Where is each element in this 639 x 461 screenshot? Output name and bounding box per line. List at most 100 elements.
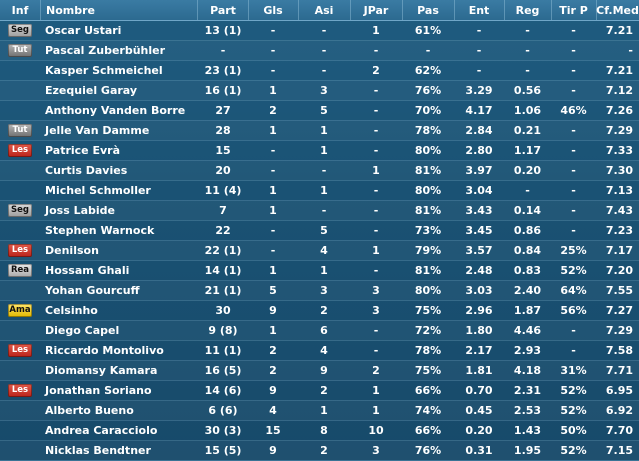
ent-value: - (476, 23, 482, 37)
tirp-value: - (571, 343, 576, 357)
table-row[interactable]: Seg Joss Labide 7 1 - - 81% 3.43 0.14 - 7.43 (0, 200, 639, 221)
status-badge[interactable]: Les (8, 143, 32, 157)
column-header-cfmed[interactable]: Cf.Med (596, 3, 639, 17)
table-row[interactable]: Tut Pascal Zuberbühler - - - - - - - - - (0, 40, 639, 61)
column-header-reg[interactable]: Reg (504, 0, 552, 20)
asi-value: 5 (320, 223, 328, 237)
part-value: 16 (1) (204, 83, 242, 97)
gls-value: - (270, 23, 276, 37)
table-row[interactable]: Ezequiel Garay 16 (1) 1 3 - 76% 3.29 0.56 - 7.12 (0, 80, 639, 101)
gls-value: 9 (269, 443, 277, 457)
pas-value: 66% (414, 423, 442, 437)
reg-value: 1.43 (513, 423, 542, 437)
column-header-jpar[interactable]: JPar (350, 0, 403, 20)
table-row[interactable]: Curtis Davies 20 - - 1 81% 3.97 0.20 - 7.30 (0, 160, 639, 181)
inf-cell: Les (0, 140, 40, 160)
status-badge[interactable]: Les (8, 383, 32, 397)
cfmed-value: 7.71 (605, 363, 633, 377)
table-row[interactable]: Rea Hossam Ghali 14 (1) 1 1 - 81% 2.48 0.83 52% 7.… (0, 260, 639, 281)
table-header: Inf Nombre Part Gls Asi JPar Pas Ent Reg… (0, 0, 639, 21)
inf-cell (0, 160, 40, 180)
player-name: Riccardo Montolivo (45, 343, 164, 357)
column-header-part[interactable]: Part (198, 0, 249, 20)
reg-value: - (525, 183, 530, 197)
table-row[interactable]: Alberto Bueno 6 (6) 4 1 1 74% 0.45 2.53 52% 6.92 (0, 400, 639, 421)
gls-value: 2 (269, 343, 277, 357)
asi-value: 6 (320, 323, 328, 337)
cfmed-value: 7.12 (605, 83, 633, 97)
ent-value: 3.57 (465, 243, 493, 257)
table-row[interactable]: Les Jonathan Soriano 14 (6) 9 2 1 66% 0.70 2.31 5… (0, 380, 639, 401)
table-row[interactable]: Anthony Vanden Borre 27 2 5 - 70% 4.17 1.06 46% 7… (0, 100, 639, 121)
part-value: 21 (1) (204, 283, 242, 297)
column-header-nombre[interactable]: Nombre (40, 0, 198, 20)
player-name: Joss Labide (45, 203, 115, 217)
status-badge[interactable]: Les (8, 243, 32, 257)
part-value: 15 (5) (204, 443, 242, 457)
jpar-value: 1 (372, 163, 380, 177)
ent-value: - (476, 63, 482, 77)
reg-value: 1.17 (513, 143, 542, 157)
pas-value: 78% (414, 343, 442, 357)
status-badge[interactable]: Tut (8, 123, 32, 137)
pas-value: 61% (414, 23, 442, 37)
jpar-value: 2 (372, 363, 380, 377)
column-header-tirp[interactable]: Tir P (551, 0, 597, 20)
ent-value: 2.48 (465, 263, 493, 277)
cfmed-value: 7.55 (605, 283, 633, 297)
gls-value: - (270, 143, 276, 157)
status-badge[interactable]: Seg (8, 203, 32, 217)
tirp-value: 56% (560, 303, 587, 317)
pas-value: 81% (414, 263, 442, 277)
column-header-ent[interactable]: Ent (454, 0, 505, 20)
ent-value: 2.96 (465, 303, 493, 317)
ent-value: 3.29 (465, 83, 493, 97)
table-row[interactable]: Andrea Caracciolo 30 (3) 15 8 10 66% 0.20 1.43 5… (0, 420, 639, 441)
player-name: Yohan Gourcuff (45, 283, 140, 297)
table-row[interactable]: Diomansy Kamara 16 (5) 2 9 2 75% 1.81 4.18 31% 7.… (0, 360, 639, 381)
pas-value: 81% (414, 203, 442, 217)
asi-value: - (321, 23, 327, 37)
cfmed-value: 7.13 (605, 183, 633, 197)
status-badge[interactable]: Les (8, 343, 32, 357)
column-header-gls[interactable]: Gls (248, 0, 299, 20)
table-row[interactable]: Kasper Schmeichel 23 (1) - - 2 62% - - - 7.21 (0, 60, 639, 81)
status-badge[interactable]: Tut (8, 43, 32, 57)
table-row[interactable]: Tut Jelle Van Damme 28 1 1 - 78% 2.84 0.21 - 7.29 (0, 120, 639, 141)
player-name: Andrea Caracciolo (45, 423, 158, 437)
part-value: 28 (215, 123, 231, 137)
table-row[interactable]: Les Patrice Evrà 15 - 1 - 80% 2.80 1.17 - 7.33 (0, 140, 639, 161)
asi-value: 3 (320, 83, 328, 97)
table-row[interactable]: Ama Celsinho 30 9 2 3 75% 2.96 1.87 56% 7.27 (0, 300, 639, 321)
table-row[interactable]: Les Riccardo Montolivo 11 (1) 2 4 - 78% 2.17 2.9… (0, 340, 639, 361)
column-header-asi[interactable]: Asi (298, 0, 351, 20)
table-row[interactable]: Diego Capel 9 (8) 1 6 - 72% 1.80 4.46 - 7.29 (0, 320, 639, 341)
jpar-value: - (373, 83, 379, 97)
status-badge[interactable]: Ama (8, 303, 32, 317)
reg-value: 0.86 (513, 223, 542, 237)
table-row[interactable]: Stephen Warnock 22 - 5 - 73% 3.45 0.86 - 7.23 (0, 220, 639, 241)
status-badge[interactable]: Rea (8, 263, 32, 277)
ent-value: 0.31 (465, 443, 493, 457)
status-badge[interactable]: Seg (8, 23, 32, 37)
pas-value: 66% (414, 383, 442, 397)
table-row[interactable]: Michel Schmoller 11 (4) 1 1 - 80% 3.04 - - 7.13 (0, 180, 639, 201)
column-header-pas[interactable]: Pas (402, 0, 455, 20)
player-name: Alberto Bueno (45, 403, 134, 417)
reg-value: - (525, 43, 530, 57)
table-row[interactable]: Yohan Gourcuff 21 (1) 5 3 3 80% 3.03 2.40 64% 7.5… (0, 280, 639, 301)
pas-value: 78% (414, 123, 442, 137)
inf-cell: Rea (0, 260, 40, 280)
asi-value: - (321, 163, 327, 177)
player-name: Anthony Vanden Borre (45, 103, 186, 117)
column-header-inf[interactable]: Inf (0, 0, 41, 20)
pas-value: 70% (414, 103, 442, 117)
tirp-value: - (571, 163, 576, 177)
player-name: Patrice Evrà (45, 143, 120, 157)
table-row[interactable]: Seg Oscar Ustari 13 (1) - - 1 61% - - - 7.21 (0, 20, 639, 41)
ent-value: 1.80 (465, 323, 493, 337)
table-row[interactable]: Nicklas Bendtner 15 (5) 9 2 3 76% 0.31 1.95 52% 7… (0, 440, 639, 461)
gls-value: 1 (269, 323, 277, 337)
table-row[interactable]: Les Denilson 22 (1) - 4 1 79% 3.57 0.84 25% 7.17 (0, 240, 639, 261)
part-value: 11 (1) (204, 343, 242, 357)
